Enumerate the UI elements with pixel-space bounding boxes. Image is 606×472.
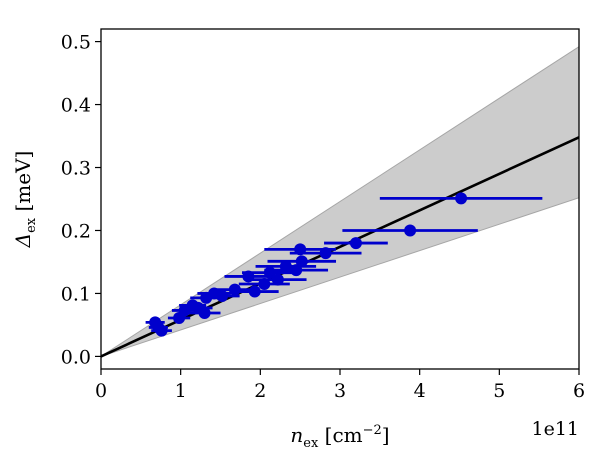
data-point-11 (228, 283, 241, 296)
data-point-15 (263, 266, 276, 279)
data-point-19 (295, 255, 308, 268)
data-point-22 (349, 237, 362, 250)
data-point-21 (319, 247, 332, 260)
data-point-10 (216, 289, 229, 302)
data-point-2 (155, 324, 168, 337)
fit-line-layer (101, 136, 579, 358)
data-point-16 (271, 273, 284, 286)
x-axis-label: nex [cm−2] (290, 423, 389, 451)
x-tick-label-5: 5 (493, 380, 505, 402)
data-point-12 (242, 270, 255, 283)
x-axis-offset-label: 1e11 (531, 418, 579, 440)
data-point-17 (279, 260, 292, 273)
data-point-13 (248, 285, 261, 298)
y-tick-label-0: 0.0 (61, 346, 91, 368)
data-point-23 (404, 224, 417, 237)
x-tick-label-0: 0 (95, 380, 107, 402)
data-point-7 (198, 306, 211, 319)
x-tick-label-1: 1 (175, 380, 187, 402)
data-points-layer (145, 192, 543, 337)
data-point-20 (294, 243, 307, 256)
data-point-18 (290, 264, 303, 277)
y-axis-label: Δex [meV] (11, 151, 39, 249)
x-tick-label-3: 3 (334, 380, 346, 402)
x-tick-label-4: 4 (414, 380, 426, 402)
fit-line (101, 136, 579, 358)
y-tick-label-1: 0.1 (61, 283, 91, 305)
x-tick-label-2: 2 (254, 380, 266, 402)
y-axis-ticks: 0.0 0.1 0.2 0.3 0.4 0.5 (61, 32, 101, 368)
data-point-14 (258, 278, 271, 290)
x-tick-label-6: 6 (573, 380, 585, 402)
y-tick-label-3: 0.3 (61, 158, 91, 180)
y-tick-label-2: 0.2 (61, 220, 91, 242)
y-tick-label-4: 0.4 (61, 95, 91, 117)
x-axis-ticks: 0 1 2 3 4 5 6 (95, 369, 585, 402)
band-lower-edge (101, 197, 579, 357)
y-tick-label-5: 0.5 (61, 32, 91, 54)
data-point-24 (455, 192, 468, 205)
